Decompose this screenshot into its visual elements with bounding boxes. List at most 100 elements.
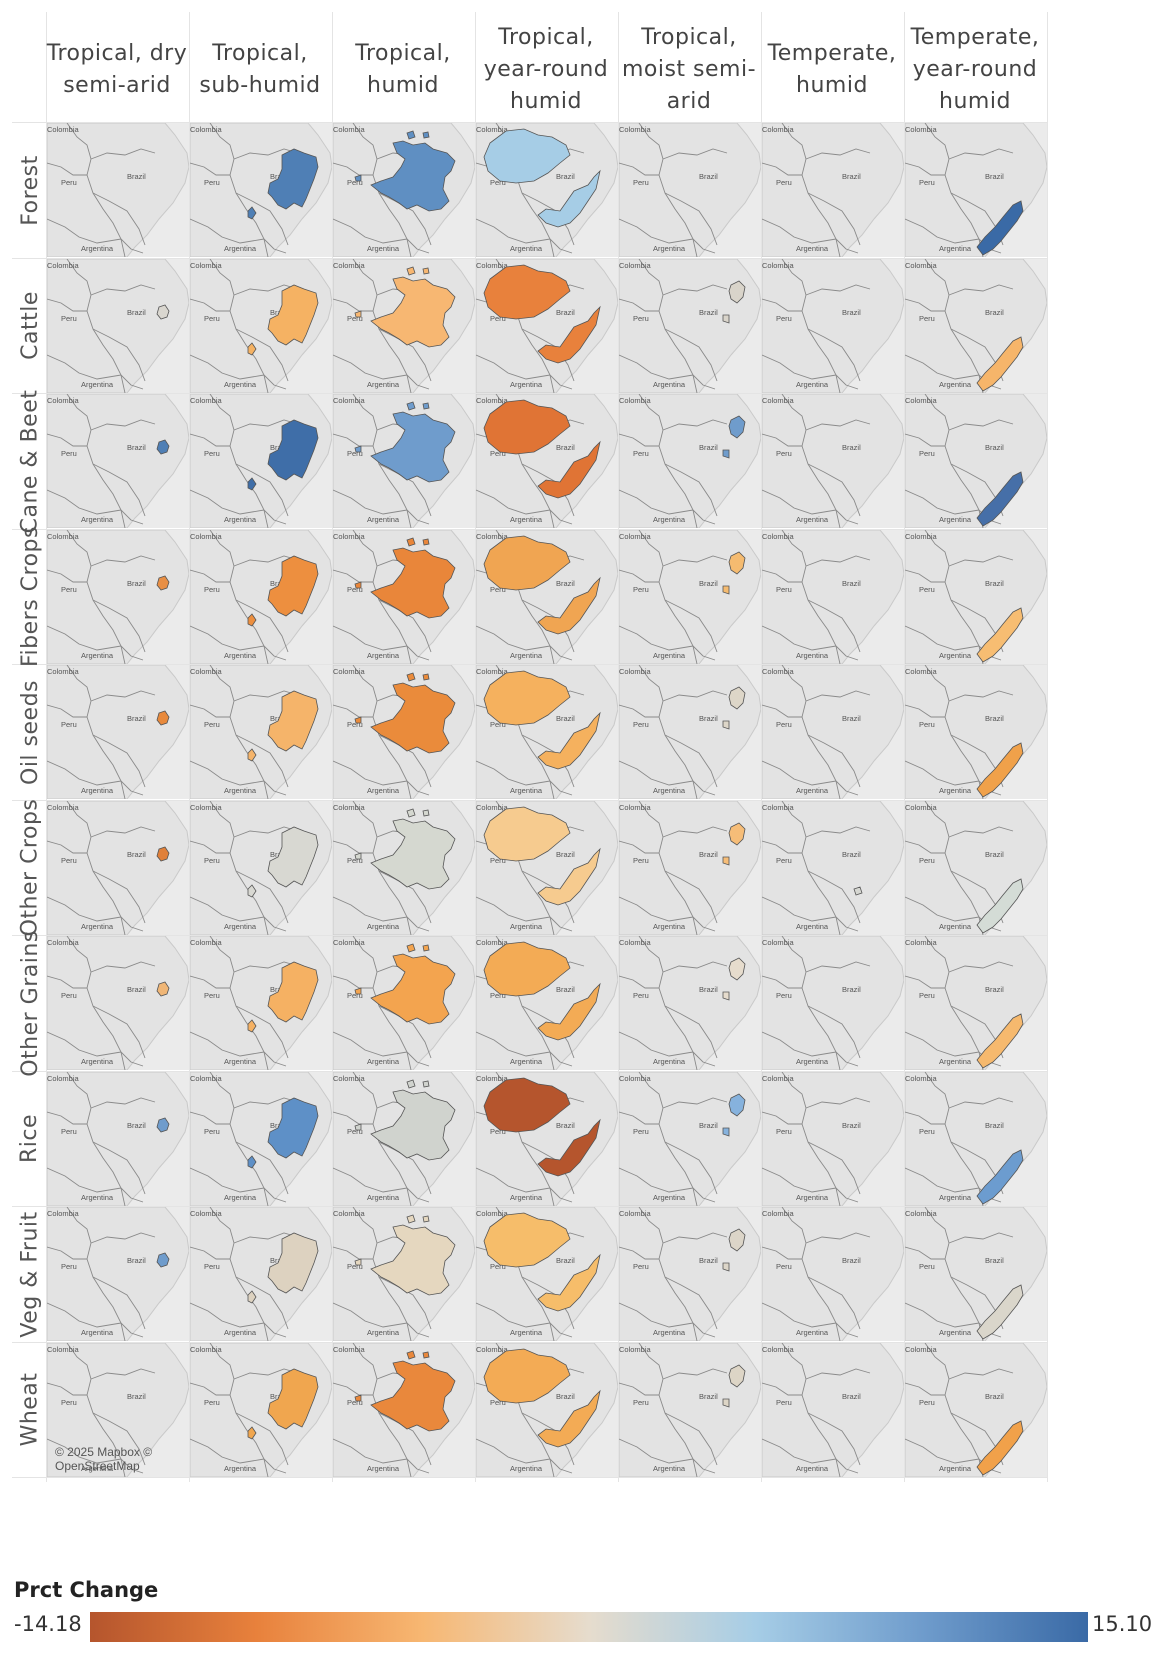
climate-region-fill xyxy=(728,1364,746,1388)
country-border xyxy=(805,555,871,566)
map-cell[interactable]: Colombia Peru Brazil Argentina © 2025 Mapbox… xyxy=(47,1342,189,1477)
country-label-argentina: Argentina xyxy=(81,515,114,524)
country-border xyxy=(90,1097,156,1108)
country-border xyxy=(619,218,694,244)
country-label-peru: Peru xyxy=(490,178,506,187)
country-label-colombia: Colombia xyxy=(905,125,938,134)
country-border xyxy=(476,1438,551,1463)
column-header: Tropical, sub-humid xyxy=(199,41,321,98)
continent-landmass xyxy=(905,1342,1047,1477)
continent-landmass xyxy=(905,394,1047,528)
country-border xyxy=(47,1246,87,1260)
continent-landmass xyxy=(905,258,1047,393)
country-border xyxy=(66,123,126,257)
climate-region-fill xyxy=(247,1290,257,1304)
continent-landmass xyxy=(619,529,761,664)
country-border xyxy=(662,555,728,566)
country-border xyxy=(662,690,728,702)
country-label-argentina: Argentina xyxy=(796,515,829,524)
climate-region-fill xyxy=(976,877,1024,934)
country-border xyxy=(333,354,408,379)
climate-region-fill xyxy=(267,1368,319,1429)
climate-region-fill xyxy=(267,1097,319,1158)
country-label-colombia: Colombia xyxy=(476,261,509,270)
climate-region-fill xyxy=(976,1284,1024,1340)
row-header: Cane & Beet xyxy=(12,389,48,533)
